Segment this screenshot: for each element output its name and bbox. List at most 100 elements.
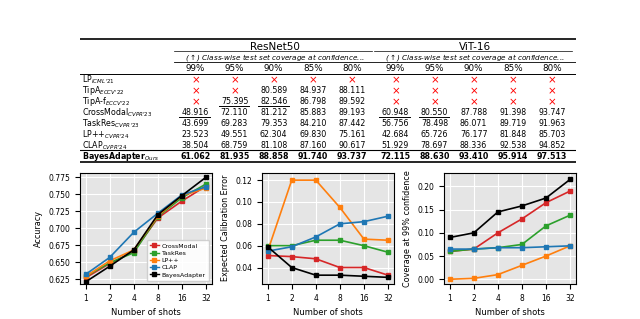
Text: $\times$: $\times$	[547, 85, 557, 96]
Text: $\times$: $\times$	[547, 75, 557, 85]
Text: 93.747: 93.747	[538, 108, 566, 117]
Text: 81.108: 81.108	[260, 141, 287, 151]
Text: TaskRes$_{\mathit{CVPR'23}}$: TaskRes$_{\mathit{CVPR'23}}$	[83, 118, 140, 130]
Text: 90%: 90%	[264, 64, 284, 73]
Text: 88.111: 88.111	[339, 86, 365, 95]
Text: $\times$: $\times$	[390, 75, 400, 85]
Text: 60.948: 60.948	[381, 108, 409, 117]
Text: LP$_{\mathit{ICML'21}}$: LP$_{\mathit{ICML'21}}$	[83, 73, 115, 86]
Text: 56.756: 56.756	[381, 119, 409, 128]
Text: $\times$: $\times$	[429, 75, 439, 85]
Text: $\times$: $\times$	[429, 85, 439, 96]
Text: 81.212: 81.212	[260, 108, 287, 117]
Y-axis label: Expected Calibration Error: Expected Calibration Error	[221, 175, 230, 281]
Text: 76.177: 76.177	[460, 130, 487, 139]
Text: 88.336: 88.336	[460, 141, 487, 151]
Text: 86.071: 86.071	[460, 119, 487, 128]
Text: $\times$: $\times$	[269, 75, 278, 85]
Y-axis label: Coverage at 99% confidence: Coverage at 99% confidence	[403, 170, 412, 286]
Text: 95.914: 95.914	[497, 152, 528, 161]
Text: 69.283: 69.283	[221, 119, 248, 128]
Text: 87.788: 87.788	[460, 108, 487, 117]
X-axis label: Number of shots: Number of shots	[293, 308, 363, 317]
Text: 93.737: 93.737	[337, 152, 367, 161]
Text: 69.830: 69.830	[300, 130, 326, 139]
Text: 38.504: 38.504	[182, 141, 209, 151]
Text: 99%: 99%	[186, 64, 205, 73]
Text: 79.353: 79.353	[260, 119, 287, 128]
Text: 82.546: 82.546	[260, 97, 287, 106]
Text: $\times$: $\times$	[469, 75, 478, 85]
Text: $\times$: $\times$	[547, 97, 557, 107]
Text: TipA$_{\mathit{ECCV'22}}$: TipA$_{\mathit{ECCV'22}}$	[83, 84, 125, 97]
Text: 65.726: 65.726	[420, 130, 448, 139]
Text: 85%: 85%	[503, 64, 523, 73]
Text: 75.161: 75.161	[339, 130, 366, 139]
Text: 42.684: 42.684	[381, 130, 409, 139]
Text: 78.697: 78.697	[420, 141, 448, 151]
Text: 85%: 85%	[303, 64, 323, 73]
Text: 85.883: 85.883	[300, 108, 326, 117]
Text: 90%: 90%	[464, 64, 483, 73]
Text: 68.759: 68.759	[221, 141, 248, 151]
Text: $\times$: $\times$	[469, 85, 478, 96]
Text: 80%: 80%	[542, 64, 562, 73]
Text: BayesAdapter$_{\mathit{Ours}}$: BayesAdapter$_{\mathit{Ours}}$	[83, 151, 159, 163]
Text: 89.592: 89.592	[339, 97, 365, 106]
X-axis label: Number of shots: Number of shots	[475, 308, 545, 317]
Text: 89.193: 89.193	[339, 108, 365, 117]
Text: 72.110: 72.110	[221, 108, 248, 117]
Text: 91.398: 91.398	[499, 108, 526, 117]
Text: $\times$: $\times$	[469, 97, 478, 107]
Text: 95%: 95%	[425, 64, 444, 73]
Text: 80.589: 80.589	[260, 86, 287, 95]
Text: $\times$: $\times$	[508, 97, 517, 107]
Text: LP++$_{\mathit{CVPR'24}}$: LP++$_{\mathit{CVPR'24}}$	[83, 129, 130, 141]
Text: 86.798: 86.798	[300, 97, 326, 106]
X-axis label: Number of shots: Number of shots	[111, 308, 181, 317]
Text: 75.395: 75.395	[221, 97, 248, 106]
Text: 84.210: 84.210	[299, 119, 326, 128]
Text: $\times$: $\times$	[390, 85, 400, 96]
Text: 95%: 95%	[225, 64, 244, 73]
Text: CrossModal$_{\mathit{CVPR'23}}$: CrossModal$_{\mathit{CVPR'23}}$	[83, 107, 153, 119]
Text: 61.062: 61.062	[180, 152, 211, 161]
Text: 80%: 80%	[342, 64, 362, 73]
Text: 87.442: 87.442	[339, 119, 365, 128]
Text: 91.740: 91.740	[298, 152, 328, 161]
Text: 23.523: 23.523	[182, 130, 209, 139]
Text: 43.699: 43.699	[182, 119, 209, 128]
Text: 88.630: 88.630	[419, 152, 449, 161]
Text: 80.550: 80.550	[420, 108, 448, 117]
Text: 89.719: 89.719	[499, 119, 526, 128]
Text: $\times$: $\times$	[429, 97, 439, 107]
Text: CLAP$_{\mathit{CVPR'24}}$: CLAP$_{\mathit{CVPR'24}}$	[83, 140, 128, 152]
Text: 81.935: 81.935	[220, 152, 250, 161]
Text: 90.617: 90.617	[339, 141, 365, 151]
Text: $\times$: $\times$	[508, 75, 517, 85]
Text: $\times$: $\times$	[230, 85, 239, 96]
Text: 97.513: 97.513	[537, 152, 567, 161]
Text: ($\uparrow$) Class-wise test set coverage at confidence...: ($\uparrow$) Class-wise test set coverag…	[385, 52, 564, 63]
Text: 94.852: 94.852	[538, 141, 566, 151]
Text: 78.498: 78.498	[421, 119, 448, 128]
Text: $\times$: $\times$	[308, 75, 317, 85]
Text: 99%: 99%	[385, 64, 405, 73]
Text: 81.848: 81.848	[499, 130, 526, 139]
Text: 85.703: 85.703	[538, 130, 566, 139]
Text: 88.858: 88.858	[259, 152, 289, 161]
Text: TipA-f$_{\mathit{ECCV'22}}$: TipA-f$_{\mathit{ECCV'22}}$	[83, 95, 131, 108]
Text: $\times$: $\times$	[191, 97, 200, 107]
Text: ResNet50: ResNet50	[250, 41, 300, 52]
Text: 92.538: 92.538	[499, 141, 526, 151]
Y-axis label: Accuracy: Accuracy	[34, 210, 43, 247]
Text: $\times$: $\times$	[348, 75, 356, 85]
Text: $\times$: $\times$	[191, 85, 200, 96]
Text: 48.916: 48.916	[182, 108, 209, 117]
Text: $\times$: $\times$	[390, 97, 400, 107]
Text: 84.937: 84.937	[300, 86, 326, 95]
Legend: CrossModal, TaskRes, LP++, CLAP, BayesAdapter: CrossModal, TaskRes, LP++, CLAP, BayesAd…	[147, 240, 209, 281]
Text: 91.963: 91.963	[538, 119, 566, 128]
Text: 93.410: 93.410	[458, 152, 489, 161]
Text: ($\uparrow$) Class-wise test set coverage at confidence...: ($\uparrow$) Class-wise test set coverag…	[185, 52, 365, 63]
